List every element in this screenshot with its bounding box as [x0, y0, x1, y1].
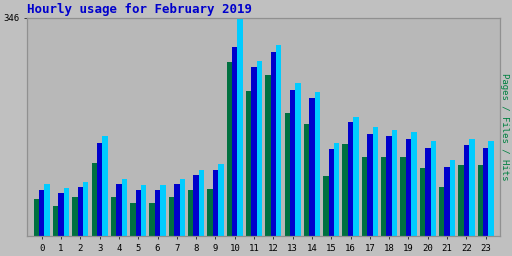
- Bar: [353, 117, 359, 236]
- Bar: [329, 149, 334, 236]
- Bar: [276, 45, 282, 236]
- Bar: [188, 190, 194, 236]
- Bar: [150, 203, 155, 236]
- Bar: [227, 62, 232, 236]
- Bar: [285, 113, 290, 236]
- Bar: [246, 91, 251, 236]
- Bar: [488, 141, 494, 236]
- Bar: [97, 143, 102, 236]
- Bar: [392, 130, 397, 236]
- Bar: [141, 185, 146, 236]
- Y-axis label: Pages / Files / Hits: Pages / Files / Hits: [500, 73, 508, 180]
- Bar: [478, 165, 483, 236]
- Bar: [450, 160, 455, 236]
- Bar: [295, 83, 301, 236]
- Bar: [102, 136, 108, 236]
- Bar: [458, 165, 464, 236]
- Bar: [207, 189, 213, 236]
- Bar: [257, 60, 262, 236]
- Bar: [160, 185, 166, 236]
- Bar: [92, 163, 97, 236]
- Bar: [290, 90, 295, 236]
- Bar: [464, 145, 469, 236]
- Bar: [111, 197, 116, 236]
- Bar: [34, 199, 39, 236]
- Bar: [39, 190, 45, 236]
- Bar: [116, 184, 122, 236]
- Bar: [238, 18, 243, 236]
- Bar: [174, 184, 180, 236]
- Bar: [469, 139, 475, 236]
- Bar: [483, 147, 488, 236]
- Bar: [213, 170, 218, 236]
- Bar: [367, 134, 373, 236]
- Bar: [58, 193, 63, 236]
- Bar: [251, 67, 257, 236]
- Bar: [315, 92, 320, 236]
- Bar: [343, 144, 348, 236]
- Bar: [406, 139, 411, 236]
- Text: Hourly usage for February 2019: Hourly usage for February 2019: [27, 4, 252, 16]
- Bar: [304, 124, 309, 236]
- Bar: [387, 136, 392, 236]
- Bar: [265, 75, 271, 236]
- Bar: [400, 157, 406, 236]
- Bar: [155, 190, 160, 236]
- Bar: [309, 98, 315, 236]
- Bar: [271, 52, 276, 236]
- Bar: [136, 190, 141, 236]
- Bar: [348, 122, 353, 236]
- Bar: [194, 175, 199, 236]
- Bar: [381, 157, 387, 236]
- Bar: [439, 187, 444, 236]
- Bar: [53, 206, 58, 236]
- Bar: [444, 166, 450, 236]
- Bar: [83, 182, 89, 236]
- Bar: [232, 47, 238, 236]
- Bar: [218, 164, 224, 236]
- Bar: [425, 147, 431, 236]
- Bar: [373, 127, 378, 236]
- Bar: [431, 141, 436, 236]
- Bar: [411, 132, 417, 236]
- Bar: [362, 157, 367, 236]
- Bar: [334, 143, 339, 236]
- Bar: [169, 197, 174, 236]
- Bar: [63, 188, 69, 236]
- Bar: [323, 176, 329, 236]
- Bar: [420, 168, 425, 236]
- Bar: [180, 179, 185, 236]
- Bar: [78, 187, 83, 236]
- Bar: [45, 184, 50, 236]
- Bar: [199, 170, 204, 236]
- Bar: [122, 179, 127, 236]
- Bar: [130, 203, 136, 236]
- Bar: [72, 197, 78, 236]
